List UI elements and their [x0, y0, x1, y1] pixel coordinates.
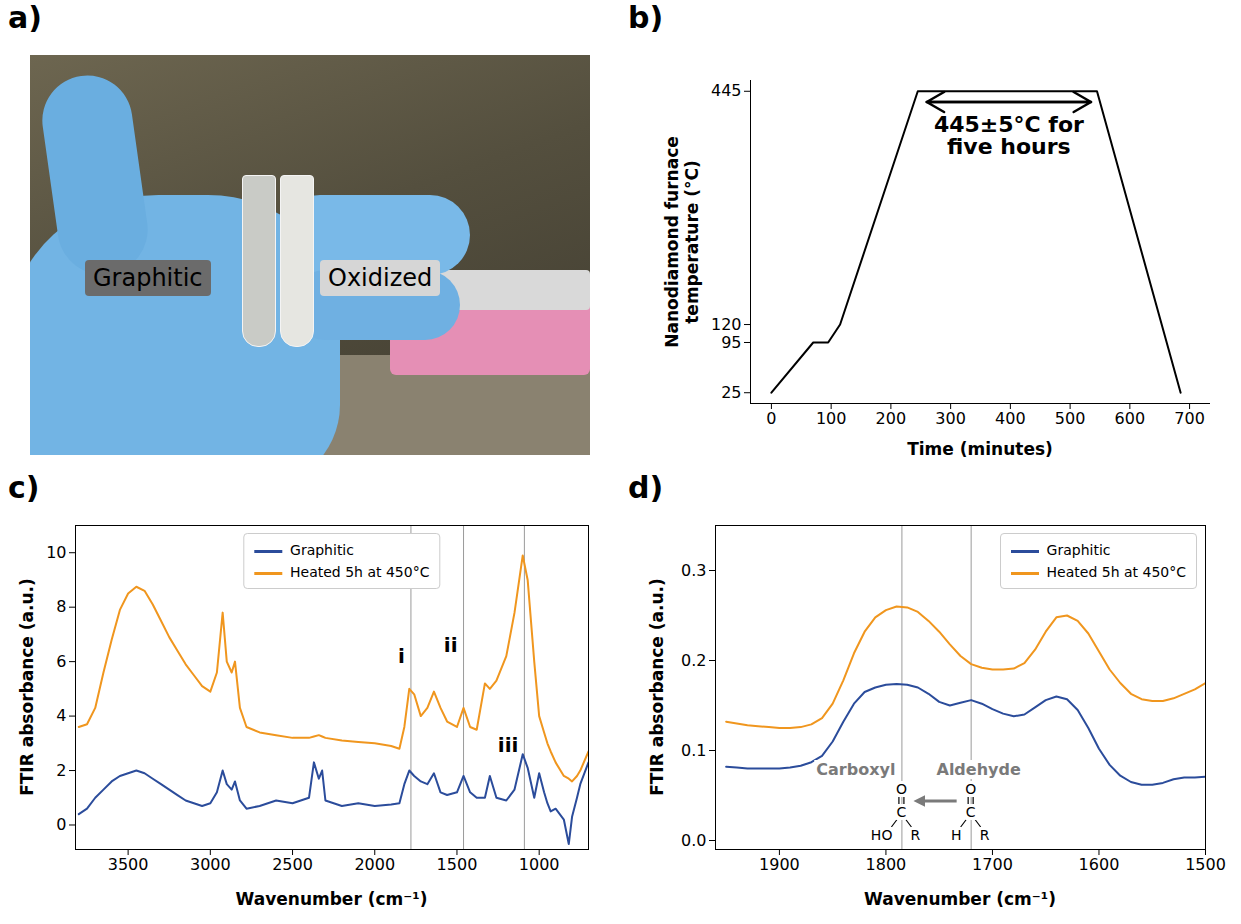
svg-text:1000: 1000	[519, 855, 560, 874]
svg-text:1900: 1900	[759, 855, 800, 874]
svg-text:2: 2	[56, 761, 66, 780]
svg-text:445±5°C forfive hours: 445±5°C forfive hours	[934, 112, 1084, 159]
svg-text:0.3: 0.3	[681, 561, 706, 580]
svg-text:100: 100	[816, 409, 847, 428]
svg-text:O: O	[965, 781, 976, 797]
svg-text:200: 200	[876, 409, 907, 428]
html-text:b): b)	[628, 0, 664, 35]
svg-text:C: C	[897, 804, 907, 820]
svg-text:iii: iii	[498, 733, 519, 757]
html-text:Wavenumber (cm⁻¹): Wavenumber (cm⁻¹)	[864, 889, 1056, 909]
svg-text:1800: 1800	[866, 855, 907, 874]
svg-text:i: i	[398, 644, 405, 668]
svg-text:HO: HO	[871, 827, 893, 843]
svg-text:700: 700	[1174, 409, 1205, 428]
svg-text:H: H	[951, 827, 962, 843]
svg-text:500: 500	[1055, 409, 1086, 428]
svg-text:25: 25	[721, 383, 741, 402]
html-text:Graphitic: Graphitic	[93, 264, 203, 292]
svg-text:R: R	[910, 827, 920, 843]
svg-text:C: C	[966, 804, 976, 820]
svg-text:120: 120	[711, 315, 742, 334]
svg-text:0.1: 0.1	[681, 741, 706, 760]
svg-text:3000: 3000	[190, 855, 231, 874]
svg-text:2000: 2000	[354, 855, 395, 874]
svg-text:0.2: 0.2	[681, 651, 706, 670]
svg-text:1700: 1700	[972, 855, 1013, 874]
html-text:c): c)	[8, 470, 40, 505]
svg-text:445: 445	[711, 81, 742, 100]
svg-text:3500: 3500	[108, 855, 149, 874]
html-text:d): d)	[628, 470, 664, 505]
html-text:FTIR absorbance (a.u.): FTIR absorbance (a.u.)	[16, 578, 37, 796]
html-text:Heated 5h at 450°C: Heated 5h at 450°C	[1046, 564, 1186, 580]
html-text:Time (minutes): Time (minutes)	[907, 439, 1053, 459]
svg-text:ii: ii	[444, 633, 458, 657]
svg-text:300: 300	[935, 409, 966, 428]
svg-text:1600: 1600	[1079, 855, 1120, 874]
html-text:Nanodiamond furnace temperatur: Nanodiamond furnace temperature (°C)	[662, 135, 703, 348]
svg-text:95: 95	[721, 333, 741, 352]
svg-text:0: 0	[766, 409, 776, 428]
svg-text:0.0: 0.0	[681, 831, 706, 850]
html-text:Wavenumber (cm⁻¹): Wavenumber (cm⁻¹)	[235, 889, 428, 909]
html-text:Graphitic: Graphitic	[1046, 542, 1111, 558]
svg-text:Aldehyde: Aldehyde	[937, 760, 1021, 779]
svg-text:1500: 1500	[437, 855, 478, 874]
html-text:a): a)	[8, 0, 42, 35]
html-text:Oxidized: Oxidized	[328, 264, 433, 292]
svg-text:1500: 1500	[1185, 855, 1226, 874]
svg-text:0: 0	[56, 815, 66, 834]
html-text:FTIR absorbance (a.u.): FTIR absorbance (a.u.)	[647, 578, 668, 796]
svg-text:10: 10	[46, 543, 66, 562]
svg-text:O: O	[896, 781, 907, 797]
svg-text:4: 4	[56, 706, 66, 725]
svg-text:R: R	[980, 827, 990, 843]
html-text:Graphitic: Graphitic	[290, 542, 354, 558]
svg-text:Carboxyl: Carboxyl	[816, 760, 895, 779]
svg-text:8: 8	[56, 597, 66, 616]
svg-text:600: 600	[1115, 409, 1146, 428]
svg-text:6: 6	[56, 652, 66, 671]
svg-text:400: 400	[995, 409, 1026, 428]
html-text:Heated 5h at 450°C: Heated 5h at 450°C	[290, 564, 430, 580]
svg-text:2500: 2500	[272, 855, 313, 874]
